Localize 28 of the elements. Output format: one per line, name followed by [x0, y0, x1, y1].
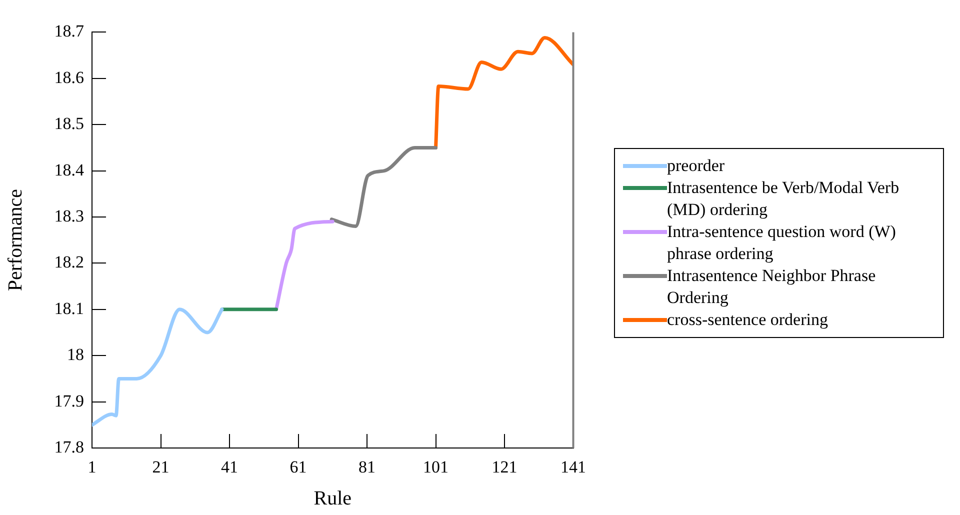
x-tick-label: 61 — [290, 458, 307, 477]
y-tick-label: 17.9 — [54, 391, 84, 410]
x-tick-label: 121 — [492, 458, 518, 477]
line-series — [330, 146, 438, 228]
legend-label: Intrasentence be Verb/Modal Verb (MD) ordering — [667, 177, 900, 221]
legend-label: preorder — [667, 155, 725, 177]
y-tick-label: 18.3 — [54, 206, 84, 226]
x-tick-label: 1 — [88, 458, 96, 477]
line-series — [92, 308, 224, 427]
y-axis-title: Performance — [4, 188, 26, 292]
y-tick-label: 18.7 — [54, 22, 84, 41]
x-tick-label: 41 — [221, 458, 238, 477]
legend-label: Intra-sentence question word (W) phrase ordering — [667, 221, 897, 265]
x-tick-label: 81 — [358, 458, 376, 477]
y-tick-label: 18.5 — [54, 114, 84, 134]
y-tick-label: 18.4 — [54, 160, 84, 180]
y-tick-label: 17.8 — [54, 437, 84, 456]
x-axis-title: Rule — [314, 487, 352, 510]
line-series — [434, 36, 574, 150]
y-tick-label: 18.2 — [54, 252, 84, 272]
x-tick-label: 101 — [423, 458, 448, 477]
line-series — [274, 220, 334, 312]
y-tick-label: 18.6 — [54, 68, 84, 87]
legend-label: cross-sentence ordering — [667, 309, 828, 331]
y-tick-label: 18.1 — [54, 298, 84, 318]
x-tick-label: 21 — [152, 458, 170, 477]
y-tick-label: 18 — [67, 345, 84, 364]
x-tick-label: 141 — [560, 458, 586, 477]
